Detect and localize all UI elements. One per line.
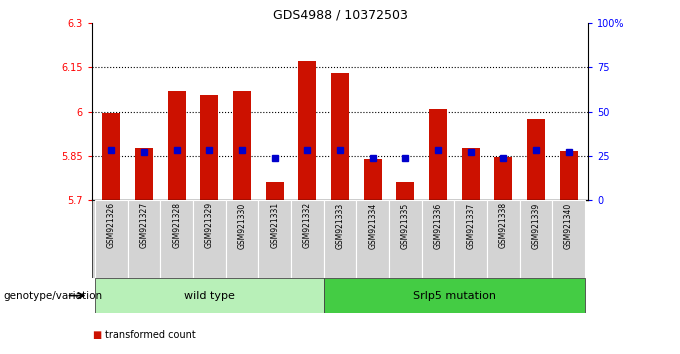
Bar (226, 200, 258, 278)
Bar (201, 95, 218, 200)
Bar (396, 182, 414, 200)
Text: GSM921328: GSM921328 (172, 202, 181, 249)
Text: GSM921329: GSM921329 (205, 202, 214, 249)
Bar (520, 200, 552, 278)
Text: genotype/variation: genotype/variation (3, 291, 103, 301)
Bar (462, 148, 479, 200)
Bar (324, 200, 356, 278)
Text: GSM921326: GSM921326 (107, 202, 116, 249)
Bar (299, 61, 316, 200)
Bar (560, 151, 577, 200)
Text: GSM921330: GSM921330 (237, 202, 247, 249)
Text: GSM921336: GSM921336 (433, 202, 443, 249)
Bar (160, 200, 193, 278)
Text: GSM921337: GSM921337 (466, 202, 475, 249)
Bar (291, 200, 324, 278)
Bar (103, 113, 120, 200)
Text: GSM921340: GSM921340 (564, 202, 573, 249)
Text: GSM921327: GSM921327 (139, 202, 148, 249)
Bar (356, 200, 389, 278)
Bar (389, 200, 422, 278)
Bar (494, 157, 512, 200)
Bar (193, 200, 226, 278)
Bar (266, 182, 284, 200)
Bar (258, 200, 291, 278)
Text: Srlp5 mutation: Srlp5 mutation (413, 291, 496, 301)
Text: GSM921334: GSM921334 (368, 202, 377, 249)
Text: GSM921338: GSM921338 (499, 202, 508, 249)
Bar (324, 278, 585, 313)
Bar (552, 200, 585, 278)
Bar (364, 159, 381, 200)
Title: GDS4988 / 10372503: GDS4988 / 10372503 (273, 9, 407, 22)
Bar (95, 200, 128, 278)
Bar (168, 91, 186, 200)
Bar (95, 278, 324, 313)
Bar (233, 91, 251, 200)
Text: transformed count: transformed count (105, 330, 196, 339)
Bar (128, 200, 160, 278)
Text: wild type: wild type (184, 291, 235, 301)
Text: GSM921335: GSM921335 (401, 202, 410, 249)
Bar (527, 119, 545, 200)
Bar (487, 200, 520, 278)
Bar (135, 148, 153, 200)
Bar (331, 73, 349, 200)
Bar (454, 200, 487, 278)
Text: GSM921339: GSM921339 (532, 202, 541, 249)
Text: GSM921332: GSM921332 (303, 202, 312, 249)
Bar (422, 200, 454, 278)
Text: ■: ■ (92, 330, 101, 339)
Bar (429, 109, 447, 200)
Text: GSM921331: GSM921331 (270, 202, 279, 249)
Text: GSM921333: GSM921333 (335, 202, 345, 249)
